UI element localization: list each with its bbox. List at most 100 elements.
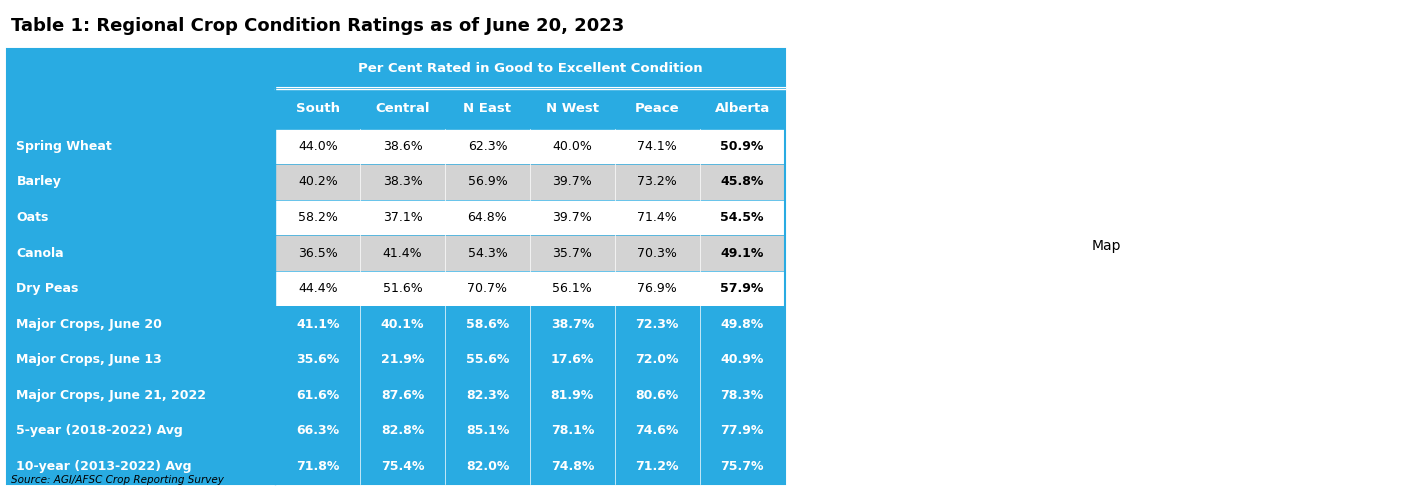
Text: 80.6%: 80.6% [635,389,678,402]
Bar [7,200,276,235]
Text: Map: Map [1091,239,1121,253]
Bar [7,164,276,200]
Bar [7,235,276,271]
Text: 40.1%: 40.1% [381,318,424,331]
Text: 38.7%: 38.7% [551,318,594,331]
Bar [276,377,784,413]
Text: 66.3%: 66.3% [296,424,340,437]
Bar [276,413,784,449]
Text: 77.9%: 77.9% [720,424,764,437]
Text: 85.1%: 85.1% [466,424,510,437]
Text: 50.9%: 50.9% [720,140,764,153]
Text: Major Crops, June 21, 2022: Major Crops, June 21, 2022 [17,389,207,402]
Bar [276,235,784,271]
Text: 71.4%: 71.4% [637,211,677,224]
Text: 51.6%: 51.6% [383,282,423,295]
Text: 71.8%: 71.8% [296,460,340,473]
Text: Oats: Oats [17,211,49,224]
Text: 58.2%: 58.2% [298,211,337,224]
Text: 74.6%: 74.6% [635,424,678,437]
Text: South: South [296,102,340,115]
Text: 40.9%: 40.9% [720,353,764,366]
Bar [7,413,276,449]
Text: 54.5%: 54.5% [720,211,764,224]
Text: 87.6%: 87.6% [381,389,424,402]
Text: 41.1%: 41.1% [296,318,340,331]
Text: 58.6%: 58.6% [466,318,510,331]
Bar [276,307,784,342]
Text: 17.6%: 17.6% [551,353,594,366]
Text: 64.8%: 64.8% [467,211,507,224]
Text: N East: N East [464,102,511,115]
Text: 71.2%: 71.2% [635,460,678,473]
Text: Spring Wheat: Spring Wheat [17,140,113,153]
Text: 10-year (2013-2022) Avg: 10-year (2013-2022) Avg [17,460,191,473]
Text: Table 1: Regional Crop Condition Ratings as of June 20, 2023: Table 1: Regional Crop Condition Ratings… [11,17,624,35]
Text: 39.7%: 39.7% [553,211,593,224]
Text: 57.9%: 57.9% [720,282,764,295]
Bar [7,89,784,128]
Text: 38.3%: 38.3% [383,176,423,188]
Bar [7,307,276,342]
Text: Canola: Canola [17,246,64,260]
Text: 61.6%: 61.6% [296,389,340,402]
Text: 81.9%: 81.9% [551,389,594,402]
Text: 62.3%: 62.3% [468,140,507,153]
Text: Per Cent Rated in Good to Excellent Condition: Per Cent Rated in Good to Excellent Cond… [357,62,703,75]
Text: 21.9%: 21.9% [381,353,424,366]
Text: 41.4%: 41.4% [383,246,423,260]
Bar [7,49,784,484]
Text: 44.0%: 44.0% [298,140,337,153]
Bar [276,271,784,307]
Text: 74.8%: 74.8% [551,460,594,473]
Text: 44.4%: 44.4% [298,282,337,295]
Text: Dry Peas: Dry Peas [17,282,79,295]
Text: 73.2%: 73.2% [637,176,677,188]
Text: 45.8%: 45.8% [720,176,764,188]
Text: 49.1%: 49.1% [720,246,764,260]
Text: 70.7%: 70.7% [467,282,507,295]
Bar [276,128,784,164]
Text: 37.1%: 37.1% [383,211,423,224]
Bar [7,449,276,484]
Bar [7,49,784,89]
Text: 76.9%: 76.9% [637,282,677,295]
Text: Major Crops, June 13: Major Crops, June 13 [17,353,163,366]
Text: Peace: Peace [635,102,680,115]
Text: 72.0%: 72.0% [635,353,678,366]
Text: Alberta: Alberta [714,102,770,115]
Bar [276,449,784,484]
Bar [276,200,784,235]
Text: 55.6%: 55.6% [466,353,510,366]
Text: 35.6%: 35.6% [296,353,340,366]
Text: 82.3%: 82.3% [466,389,510,402]
Text: 75.4%: 75.4% [381,460,424,473]
Text: 38.6%: 38.6% [383,140,423,153]
Text: 56.1%: 56.1% [553,282,593,295]
Text: 82.8%: 82.8% [381,424,424,437]
Text: N West: N West [545,102,598,115]
Text: 82.0%: 82.0% [466,460,510,473]
Text: 70.3%: 70.3% [637,246,677,260]
Text: 39.7%: 39.7% [553,176,593,188]
Bar [276,342,784,377]
Text: 74.1%: 74.1% [637,140,677,153]
Text: 75.7%: 75.7% [720,460,764,473]
Bar [7,377,276,413]
Text: 49.8%: 49.8% [721,318,764,331]
Text: 36.5%: 36.5% [298,246,337,260]
Bar [7,128,276,164]
Text: 78.3%: 78.3% [721,389,764,402]
Bar [7,271,276,307]
Text: 72.3%: 72.3% [635,318,678,331]
Text: Central: Central [376,102,430,115]
Text: Source: AGI/AFSC Crop Reporting Survey: Source: AGI/AFSC Crop Reporting Survey [11,475,224,485]
Text: 35.7%: 35.7% [553,246,593,260]
Text: 40.2%: 40.2% [298,176,337,188]
Bar [7,342,276,377]
Text: 54.3%: 54.3% [467,246,507,260]
Text: 56.9%: 56.9% [467,176,507,188]
Text: Barley: Barley [17,176,61,188]
Text: Major Crops, June 20: Major Crops, June 20 [17,318,163,331]
Text: 40.0%: 40.0% [553,140,593,153]
